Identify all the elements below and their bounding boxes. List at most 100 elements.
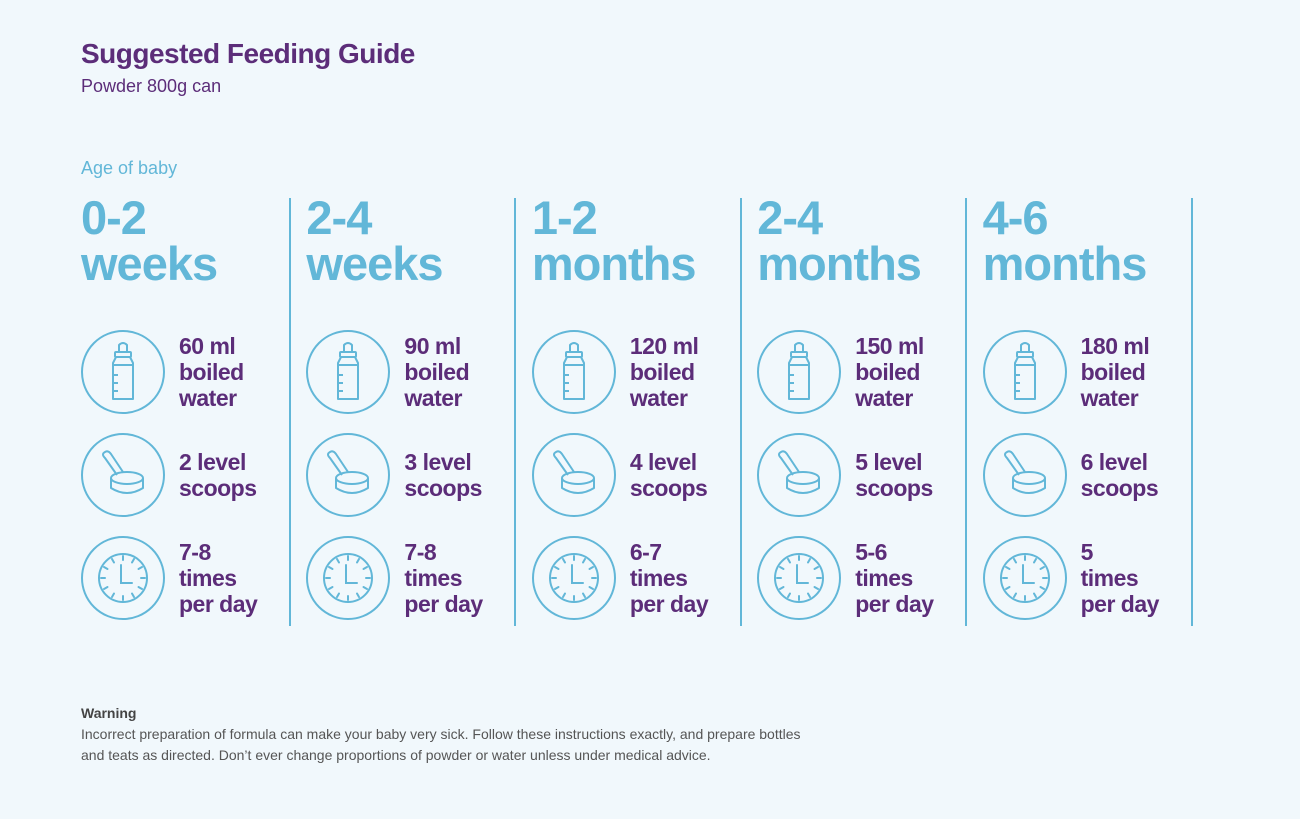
times-line-3: per day <box>179 591 258 617</box>
water-line-2: boiled <box>855 359 920 385</box>
column-divider <box>514 198 517 626</box>
water-line-3: water <box>404 385 462 411</box>
scoops-line-2: scoops <box>179 475 257 501</box>
water-amount: 150 ml boiled water <box>855 333 924 411</box>
warning-title: Warning <box>81 705 137 721</box>
times-line-2: times <box>404 565 462 591</box>
times-per-day: 7-8 times per day <box>179 539 258 617</box>
scoops-line-1: 2 level <box>179 449 246 475</box>
scoops-row: 3 level scoops <box>306 433 482 517</box>
scoop-icon <box>531 433 616 517</box>
feeding-guide-columns: 0-2 weeks 60 ml boiled water <box>81 191 1208 627</box>
feeding-column-2-4-months: 2-4 months 150 ml boiled water <box>757 191 982 627</box>
times-per-day: 5-6 times per day <box>855 539 934 617</box>
clock-icon <box>306 536 391 620</box>
water-line-2: boiled <box>404 359 470 385</box>
times-line-2: times <box>179 565 237 591</box>
age-unit: weeks <box>81 237 218 290</box>
clock-icon <box>757 536 842 620</box>
water-line-2: boiled <box>1080 359 1146 385</box>
scoops-row: 6 level scoops <box>982 433 1159 517</box>
water-line-1: 120 ml <box>629 333 699 359</box>
scoops-line-2: scoops <box>404 475 482 501</box>
column-divider <box>289 198 291 626</box>
clock-icon <box>531 536 616 620</box>
age-heading: 2-4 months <box>757 191 922 290</box>
times-line-1: 7-8 <box>179 539 211 565</box>
feeding-column-1-2-months: 1-2 months 120 ml boiled water <box>531 191 757 627</box>
times-row: 7-8 times per day <box>81 536 258 620</box>
column-divider <box>965 198 968 626</box>
water-amount: 90 ml boiled water <box>404 333 469 411</box>
warning-line-1: Incorrect preparation of formula can mak… <box>81 726 801 742</box>
water-amount: 120 ml boiled water <box>630 333 699 411</box>
column-divider <box>739 198 742 626</box>
age-range: 2-4 <box>306 191 372 244</box>
scoops-row: 4 level scoops <box>531 433 708 517</box>
times-line-1: 6-7 <box>629 539 662 565</box>
times-row: 5 times per day <box>982 536 1159 620</box>
times-per-day: 7-8 times per day <box>404 539 483 617</box>
scoops-amount: 3 level scoops <box>404 449 482 501</box>
water-row: 120 ml boiled water <box>531 330 699 414</box>
clock-icon <box>81 536 165 620</box>
warning-line-2: and teats as directed. Don’t ever change… <box>81 747 711 763</box>
water-line-1: 90 ml <box>404 333 461 359</box>
water-row: 150 ml boiled water <box>757 330 924 414</box>
age-range: 1-2 <box>531 191 598 244</box>
times-line-1: 5-6 <box>855 539 887 565</box>
scoops-amount: 4 level scoops <box>630 449 708 501</box>
water-line-3: water <box>629 385 688 411</box>
scoops-row: 2 level scoops <box>81 433 257 517</box>
scoop-icon <box>757 433 842 517</box>
scoops-amount: 6 level scoops <box>1081 449 1159 501</box>
water-line-3: water <box>1080 385 1139 411</box>
scoop-icon <box>982 433 1067 517</box>
age-of-baby-label: Age of baby <box>81 158 178 178</box>
feeding-column-0-2-weeks: 0-2 weeks 60 ml boiled water <box>81 191 306 627</box>
scoops-line-2: scoops <box>629 475 708 501</box>
scoops-line-1: 3 level <box>404 449 472 475</box>
age-heading: 4-6 months <box>982 191 1148 290</box>
scoops-line-1: 6 level <box>1080 449 1148 475</box>
water-line-2: boiled <box>179 359 244 385</box>
times-line-3: per day <box>855 591 934 617</box>
age-range: 4-6 <box>982 191 1049 244</box>
age-heading: 1-2 months <box>531 191 697 290</box>
bottle-icon <box>757 330 842 414</box>
column-divider <box>1190 198 1193 626</box>
page-subtitle: Powder 800g can <box>81 76 222 96</box>
age-range: 2-4 <box>757 191 823 244</box>
warning-text: Incorrect preparation of formula can mak… <box>81 724 911 766</box>
water-line-1: 150 ml <box>855 333 924 359</box>
times-line-1: 7-8 <box>404 539 437 565</box>
water-line-3: water <box>179 385 237 411</box>
water-row: 60 ml boiled water <box>81 330 244 414</box>
times-line-3: per day <box>629 591 709 617</box>
bottle-icon <box>982 330 1067 414</box>
water-line-3: water <box>855 385 913 411</box>
feeding-column-2-4-weeks: 2-4 weeks 90 ml boiled water <box>306 191 531 627</box>
age-range: 0-2 <box>81 191 147 244</box>
times-line-2: times <box>1080 565 1139 591</box>
water-line-1: 180 ml <box>1080 333 1150 359</box>
age-unit: weeks <box>306 237 443 290</box>
water-amount: 60 ml boiled water <box>179 333 244 411</box>
page-title: Suggested Feeding Guide <box>81 38 415 69</box>
age-unit: months <box>982 237 1148 290</box>
age-unit: months <box>757 237 922 290</box>
times-line-1: 5 <box>1080 539 1094 565</box>
scoops-row: 5 level scoops <box>757 433 933 517</box>
age-unit: months <box>531 237 697 290</box>
age-heading: 0-2 weeks <box>81 191 218 290</box>
water-row: 180 ml boiled water <box>982 330 1150 414</box>
scoops-amount: 2 level scoops <box>179 449 257 501</box>
clock-icon <box>982 536 1067 620</box>
scoops-line-2: scoops <box>855 475 933 501</box>
scoops-line-1: 5 level <box>855 449 923 475</box>
times-line-2: times <box>629 565 688 591</box>
scoops-line-2: scoops <box>1080 475 1159 501</box>
times-line-3: per day <box>404 591 483 617</box>
bottle-icon <box>306 330 391 414</box>
times-row: 5-6 times per day <box>757 536 934 620</box>
